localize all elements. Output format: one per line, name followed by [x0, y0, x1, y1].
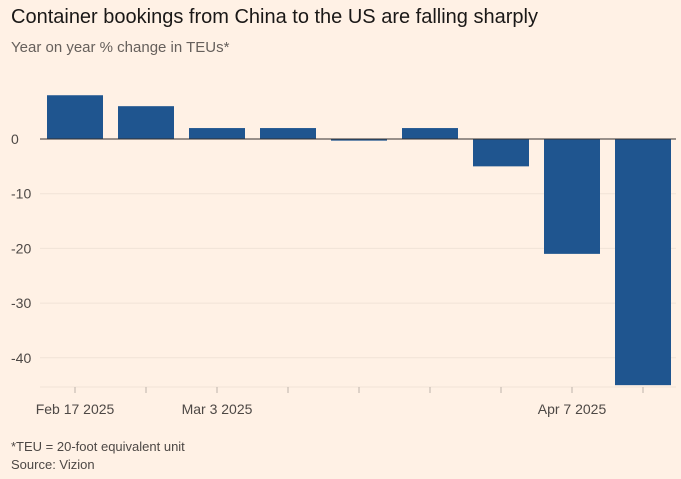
y-tick-label: -10	[11, 186, 31, 202]
bar	[118, 106, 174, 139]
bar	[189, 128, 245, 139]
bar	[402, 128, 458, 139]
bar	[473, 139, 529, 167]
chart-subtitle: Year on year % change in TEUs*	[11, 39, 230, 56]
y-tick-label: 0	[11, 131, 19, 147]
y-tick-label: -30	[11, 295, 31, 311]
bar	[615, 139, 671, 386]
y-tick-label: -40	[11, 350, 31, 366]
bar	[47, 95, 103, 139]
bar	[260, 128, 316, 139]
source-note: Source: Vizion	[11, 457, 95, 472]
y-tick-label: -20	[11, 240, 31, 256]
x-tick-label: Apr 7 2025	[538, 401, 607, 417]
chart-title: Container bookings from China to the US …	[11, 6, 538, 28]
x-tick-label: Mar 3 2025	[182, 401, 253, 417]
x-tick-label: Feb 17 2025	[36, 401, 115, 417]
footnote: *TEU = 20-foot equivalent unit	[11, 439, 185, 454]
bar	[544, 139, 600, 254]
bar	[331, 139, 387, 141]
